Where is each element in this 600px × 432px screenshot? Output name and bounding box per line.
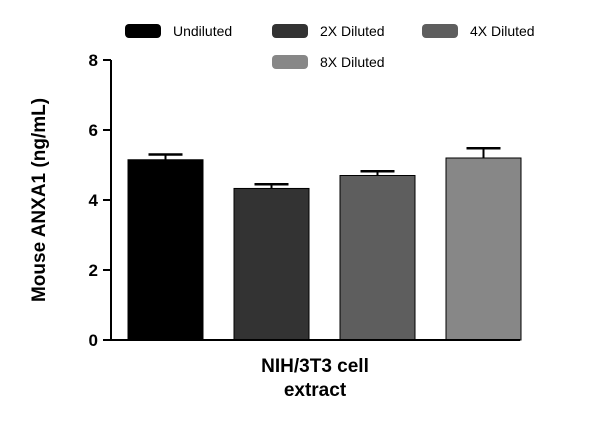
y-tick-label: 6 [89, 121, 98, 140]
legend-swatch [272, 55, 308, 69]
y-axis-title: Mouse ANXA1 (ng/mL) [29, 98, 50, 302]
legend-swatch [272, 24, 308, 38]
y-tick-label: 0 [89, 331, 98, 350]
legend-swatch [125, 24, 161, 38]
legend-swatch [422, 24, 458, 38]
y-tick-label: 2 [89, 261, 98, 280]
y-tick-label: 4 [89, 191, 99, 210]
bar-2x-diluted [233, 187, 310, 341]
error-bars [148, 146, 501, 189]
bars [127, 157, 522, 341]
y-tick-label: 8 [89, 51, 98, 70]
legend-label: 4X Diluted [470, 23, 535, 39]
y-axis: 0 2 4 6 8 [89, 51, 112, 350]
legend-label: 8X Diluted [320, 54, 385, 70]
legend: Undiluted 2X Diluted 4X Diluted 8X Diluted [125, 23, 535, 70]
bar-4x-diluted [339, 175, 416, 341]
bar-8x-diluted [445, 157, 522, 341]
legend-label: 2X Diluted [320, 23, 385, 39]
x-axis-title-line-1: NIH/3T3 cell [261, 356, 369, 377]
bar-undiluted [127, 159, 204, 341]
x-axis-title-line-2: extract [284, 380, 347, 401]
legend-label: Undiluted [173, 23, 232, 39]
